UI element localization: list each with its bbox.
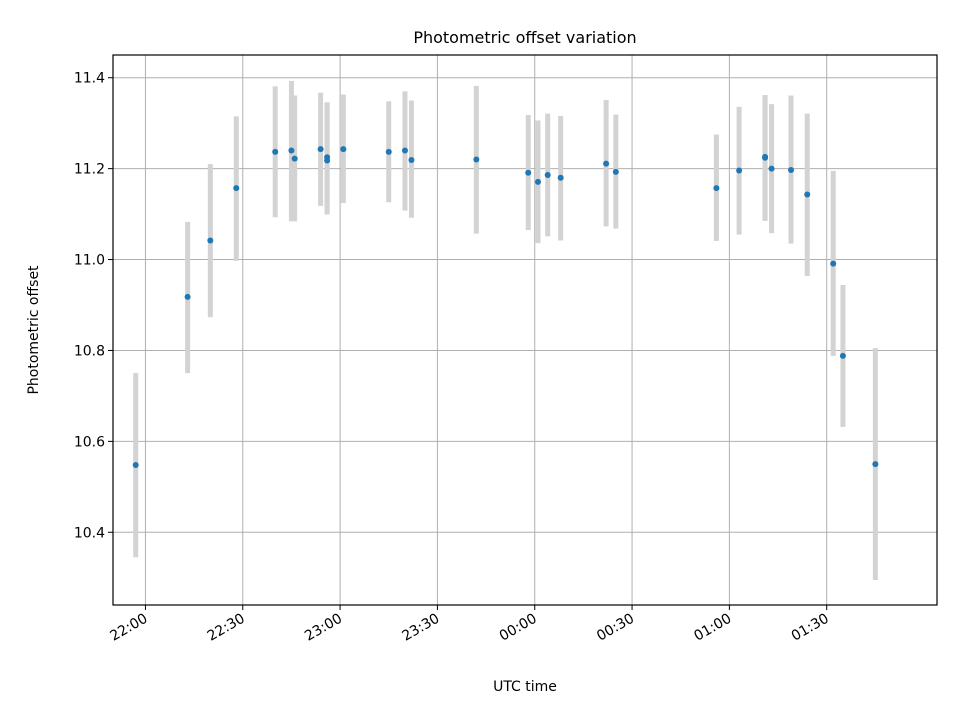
data-point xyxy=(768,165,775,172)
data-point xyxy=(736,167,743,174)
y-axis: 10.4 10.6 10.8 11.0 11.2 11.4 xyxy=(74,71,113,541)
data-point xyxy=(207,237,214,244)
data-point xyxy=(233,185,240,192)
data-point xyxy=(401,147,408,154)
data-point xyxy=(872,461,879,468)
y-tick-label: 11.4 xyxy=(74,71,105,87)
data-point xyxy=(804,191,811,198)
y-axis-label: Photometric offset xyxy=(26,265,42,395)
data-point xyxy=(544,172,551,178)
y-tick-label: 10.4 xyxy=(74,525,105,541)
data-point xyxy=(713,185,720,192)
data-point xyxy=(603,160,610,167)
data-point xyxy=(272,148,279,155)
data-point xyxy=(288,147,295,154)
y-tick-label: 11.0 xyxy=(74,253,105,269)
data-point xyxy=(385,148,392,155)
y-tick-label: 11.2 xyxy=(74,162,105,178)
data-point xyxy=(317,146,324,153)
grid xyxy=(113,55,937,605)
y-tick-label: 10.6 xyxy=(74,434,105,450)
data-point xyxy=(324,154,331,161)
data-point xyxy=(525,169,532,176)
markers xyxy=(132,146,879,468)
data-point xyxy=(473,156,480,163)
data-point xyxy=(788,167,795,173)
y-tick-label: 10.8 xyxy=(74,343,105,359)
data-point xyxy=(839,352,846,359)
data-point xyxy=(612,168,619,175)
chart-title: Photometric offset variation xyxy=(413,28,636,47)
data-point xyxy=(340,146,347,153)
data-point xyxy=(830,260,837,267)
data-point xyxy=(557,174,564,181)
data-point xyxy=(132,462,139,468)
data-point xyxy=(291,155,298,162)
plot-frame xyxy=(112,54,938,606)
data-point xyxy=(408,157,415,163)
data-point xyxy=(184,293,191,300)
data-point xyxy=(762,153,769,160)
x-axis-label: UTC time xyxy=(493,679,557,695)
data-point xyxy=(534,178,541,185)
